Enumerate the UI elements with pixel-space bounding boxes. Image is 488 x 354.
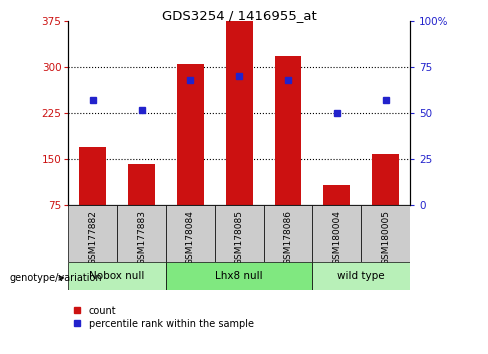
Text: GSM180005: GSM180005: [381, 210, 390, 265]
Bar: [166, 205, 215, 262]
Text: Nobox null: Nobox null: [89, 271, 145, 281]
Bar: [68, 262, 166, 290]
Text: GSM178085: GSM178085: [235, 210, 244, 265]
Text: GDS3254 / 1416955_at: GDS3254 / 1416955_at: [162, 9, 317, 22]
Bar: [68, 205, 117, 262]
Bar: [372, 154, 399, 205]
Bar: [312, 262, 410, 290]
Bar: [177, 64, 204, 205]
Bar: [128, 164, 155, 205]
Text: GSM178084: GSM178084: [186, 210, 195, 265]
Text: GSM178086: GSM178086: [284, 210, 292, 265]
Bar: [264, 205, 312, 262]
Bar: [117, 205, 166, 262]
Text: GSM177883: GSM177883: [137, 210, 146, 265]
Bar: [225, 21, 253, 205]
Bar: [361, 205, 410, 262]
Bar: [215, 205, 264, 262]
Text: GSM177882: GSM177882: [88, 210, 97, 265]
Bar: [166, 262, 312, 290]
Bar: [79, 147, 106, 205]
Text: wild type: wild type: [337, 271, 385, 281]
Bar: [323, 185, 350, 205]
Text: genotype/variation: genotype/variation: [10, 273, 102, 283]
Text: GSM180004: GSM180004: [332, 210, 341, 265]
Bar: [274, 56, 302, 205]
Legend: count, percentile rank within the sample: count, percentile rank within the sample: [73, 306, 254, 329]
Bar: [312, 205, 361, 262]
Text: Lhx8 null: Lhx8 null: [215, 271, 263, 281]
